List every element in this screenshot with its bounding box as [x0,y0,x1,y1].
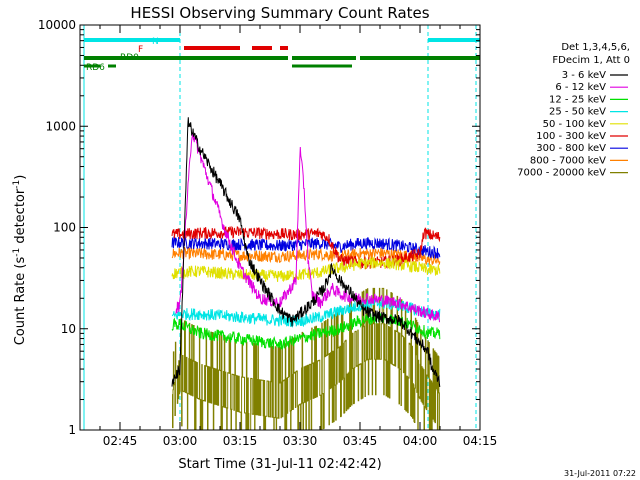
flag-label-1: F [138,45,143,55]
legend-label-6: 300 - 800 keV [536,143,606,154]
x-tick-label-6: 04:15 [463,434,498,448]
series-line-7 [171,246,441,266]
x-tick-label-2: 03:15 [223,434,258,448]
legend-label-3: 25 - 50 keV [549,107,606,118]
y-tick-label-2: 100 [53,221,76,235]
legend-label-5: 100 - 300 keV [536,131,606,142]
series-line-5 [171,225,441,270]
flag-label-0: N [152,37,159,47]
y-tick-label-3: 1000 [45,119,76,133]
y-axis-label: Count Rate (s-1 detector-1) [12,175,28,346]
chart-title: HESSI Observing Summary Count Rates [130,4,429,22]
x-axis-label: Start Time (31-Jul-11 02:42:42) [178,457,381,472]
series-line-4 [171,256,441,283]
legend-label-2: 12 - 25 keV [549,94,606,105]
x-tick-label-3: 03:30 [283,434,318,448]
legend-label-1: 6 - 12 keV [555,82,606,93]
x-tick-label-5: 04:00 [403,434,438,448]
axes: 1 10 100 1000 10000 02:45 03:00 03:15 03:30 03:45… [38,18,497,448]
y-tick-label-0: 1 [68,423,76,437]
x-tick-label-4: 03:45 [343,434,378,448]
legend-label-7: 800 - 7000 keV [530,155,606,166]
series-line-6 [171,236,441,259]
y-tick-label-4: 10000 [38,18,76,32]
flag-label-2: RD0 [120,53,139,63]
legend-label-4: 50 - 100 keV [543,119,607,130]
series-line-1 [175,132,440,323]
series-line-3 [171,297,441,328]
legend-label-8: 7000 - 20000 keV [517,168,606,179]
legend-label-0: 3 - 6 keV [562,70,606,81]
series-line-0 [171,117,441,387]
legend-header-line-0: Det 1,3,4,5,6, [561,42,630,53]
x-tick-label-1: 03:00 [163,434,198,448]
footer-date: 31-Jul-2011 07:22 [564,469,636,478]
series-line-8 [172,287,441,431]
y-tick-label-1: 10 [61,322,76,336]
legend-header-line-1: FDecim 1, Att 0 [552,55,630,66]
flag-label-3: RD6 [86,63,105,73]
legend-header: Det 1,3,4,5,6, FDecim 1, Att 0 [552,42,630,66]
x-tick-label-0: 02:45 [103,434,138,448]
